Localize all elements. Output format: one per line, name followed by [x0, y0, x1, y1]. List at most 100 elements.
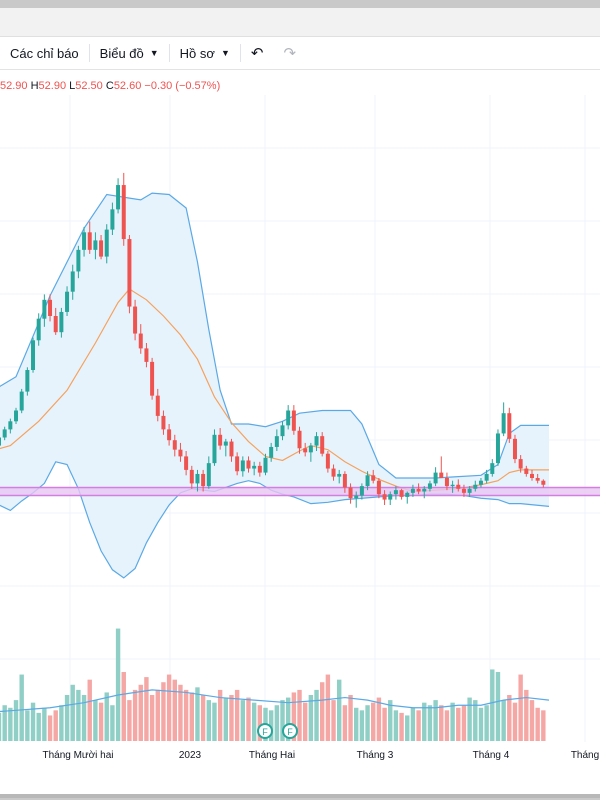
- volume-bar: [166, 674, 172, 741]
- candle: [59, 311, 64, 333]
- candle: [206, 463, 211, 487]
- candle: [286, 410, 291, 426]
- volume-bar: [376, 697, 382, 741]
- volume-bar: [223, 697, 229, 741]
- indicators-button[interactable]: Các chỉ báo: [0, 37, 89, 69]
- chevron-down-icon: ▼: [220, 48, 230, 58]
- candle: [365, 475, 370, 487]
- candle: [25, 370, 30, 392]
- volume-bar: [524, 689, 529, 741]
- indicators-label: Các chỉ báo: [10, 45, 79, 61]
- candle: [331, 468, 336, 477]
- candle: [0, 437, 2, 446]
- candle: [110, 209, 115, 230]
- volume-bar: [189, 692, 194, 741]
- candle: [541, 480, 546, 485]
- candle: [36, 318, 41, 341]
- candle: [223, 441, 228, 446]
- undo-icon[interactable]: ↶: [250, 45, 264, 62]
- candle: [535, 478, 540, 481]
- candle: [507, 413, 512, 439]
- volume-average-line: [0, 689, 550, 713]
- volume-bar: [98, 702, 104, 741]
- volume-bar: [337, 679, 342, 741]
- candle: [8, 421, 13, 430]
- volume-bar: [348, 695, 353, 741]
- volume-bar: [42, 707, 47, 741]
- candle: [161, 415, 166, 430]
- volume-bar: [144, 677, 149, 741]
- volume-bar: [251, 702, 257, 741]
- candle: [104, 229, 109, 257]
- volume-bar: [371, 702, 376, 741]
- candle: [82, 232, 87, 250]
- low-value: 52.50: [75, 80, 103, 92]
- bollinger-upper-line: [0, 192, 549, 479]
- candle: [433, 472, 438, 484]
- candle: [512, 438, 517, 460]
- volume-bar: [183, 689, 189, 741]
- volume-bar: [444, 710, 450, 741]
- candle: [393, 490, 398, 495]
- volume-bar: [405, 715, 410, 741]
- candle: [144, 348, 149, 362]
- volume-bar: [240, 700, 246, 741]
- candle: [274, 436, 279, 447]
- volume-bar: [138, 684, 143, 741]
- volume-bar: [161, 682, 166, 741]
- candle: [87, 232, 92, 250]
- candle: [484, 473, 489, 481]
- volume-bar: [388, 700, 393, 741]
- volume-bar: [47, 715, 53, 741]
- candle: [138, 333, 143, 349]
- volume-bar: [8, 707, 13, 741]
- volume-bar: [217, 689, 223, 741]
- redo-icon[interactable]: ↷: [283, 45, 297, 62]
- candle: [65, 291, 70, 312]
- volume-bar: [450, 702, 455, 741]
- candle: [308, 445, 313, 453]
- volume-bar: [25, 710, 30, 741]
- volume-bar: [507, 695, 512, 741]
- candle: [501, 413, 506, 434]
- candle: [133, 306, 138, 334]
- toolbar-divider: [88, 44, 90, 62]
- candle: [320, 436, 325, 454]
- volume-bar: [399, 712, 404, 741]
- volume-bar: [36, 712, 41, 741]
- candle: [116, 185, 121, 210]
- volume-bar: [178, 684, 183, 741]
- toolbar-divider: [239, 44, 241, 62]
- volume-bar: [149, 695, 155, 741]
- candle: [99, 240, 104, 257]
- event-marker-label: F: [287, 727, 293, 737]
- volume-bar: [365, 705, 370, 741]
- candle: [155, 395, 160, 416]
- volume-bar: [291, 692, 297, 741]
- candle: [127, 239, 132, 307]
- candle: [246, 460, 251, 469]
- volume-bar: [268, 710, 274, 741]
- x-axis-label: Tháng N: [571, 750, 600, 761]
- volume-bar: [212, 702, 217, 741]
- candle: [291, 410, 296, 431]
- volume-bar: [53, 710, 58, 741]
- support-band: [0, 487, 600, 496]
- candle: [439, 472, 444, 478]
- candle: [263, 457, 268, 473]
- profile-menu-button[interactable]: Hồ sơ ▼: [170, 37, 240, 69]
- volume-bar: [13, 700, 19, 741]
- candle: [178, 449, 183, 457]
- volume-bar: [478, 707, 484, 741]
- candle: [467, 488, 472, 493]
- volume-bar: [132, 689, 138, 741]
- candle: [405, 492, 410, 497]
- volume-bar: [2, 705, 7, 741]
- candle: [19, 391, 24, 411]
- chart-menu-button[interactable]: Biểu đồ ▼: [90, 37, 169, 69]
- volume-bar: [331, 700, 336, 741]
- candle: [172, 440, 177, 450]
- ohlc-legend: 52.90 H52.90 L52.50 C52.60 −0.30 (−0.57%…: [0, 80, 220, 92]
- volume-bar: [285, 697, 291, 741]
